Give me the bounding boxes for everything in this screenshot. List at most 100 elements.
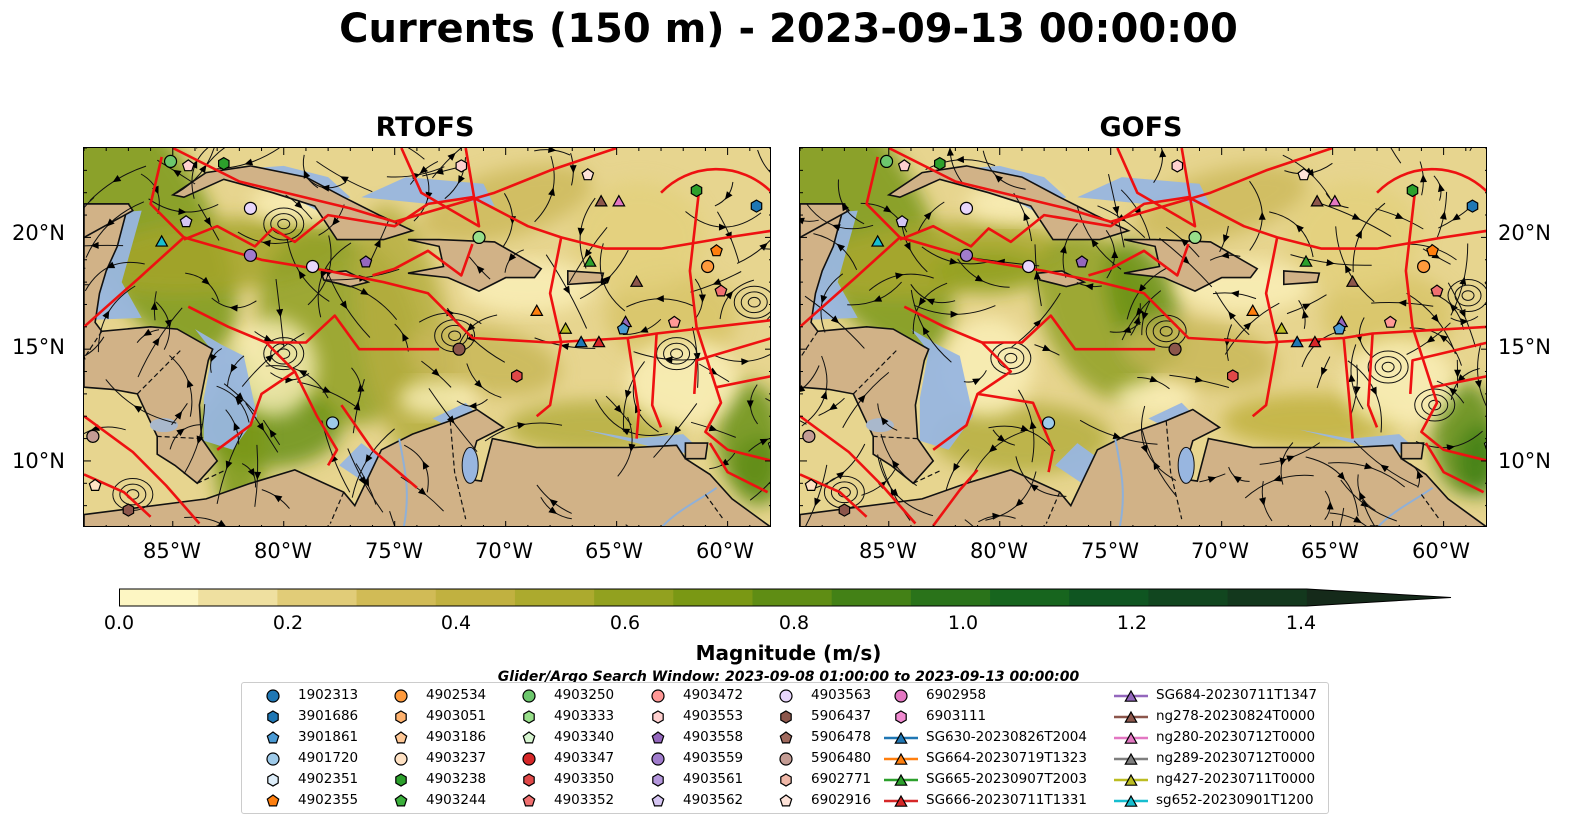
streamline-arrow xyxy=(1439,334,1448,343)
streamline-arrow xyxy=(880,416,889,426)
legend-symbol xyxy=(523,773,535,787)
streamline-arrow xyxy=(362,478,370,487)
streamline xyxy=(964,519,974,526)
eez-boundary xyxy=(183,236,770,344)
streamline-arrow xyxy=(1370,386,1377,396)
streamline-arrow xyxy=(1228,311,1236,320)
legend-label: 5906478 xyxy=(811,729,872,745)
streamline-arrow xyxy=(374,239,381,248)
legend-symbol xyxy=(522,794,536,807)
argo-float-marker xyxy=(1406,183,1419,198)
legend-label: 4903238 xyxy=(426,771,487,787)
streamline-arrow xyxy=(1355,229,1362,239)
eddie-streamline xyxy=(1367,350,1409,384)
glider-marker xyxy=(154,234,169,247)
streamline-arrow xyxy=(562,285,570,295)
legend-label: 5906480 xyxy=(811,750,872,766)
streamline-arrow xyxy=(235,392,244,401)
streamline-arrow xyxy=(994,174,1004,183)
legend-symbol xyxy=(266,752,280,766)
legend-symbol xyxy=(394,689,408,703)
legend-marker-icon xyxy=(394,689,408,703)
argo-float-marker xyxy=(359,255,373,268)
streamline-arrow xyxy=(1394,212,1404,219)
lat-label-right-20: 20°N xyxy=(1498,221,1551,245)
legend-label: 4903562 xyxy=(683,792,744,808)
streamline-arrow xyxy=(926,298,935,306)
streamline-arrow xyxy=(476,265,485,274)
argo-float-marker xyxy=(838,503,851,517)
streamline-arrow xyxy=(1141,311,1149,321)
legend-label: ng289-20230712T0000 xyxy=(1156,750,1316,766)
eddie-streamline xyxy=(448,330,462,342)
land-yucatan_tip xyxy=(84,203,134,239)
streamline-arrow xyxy=(1140,444,1148,454)
streamline-arrow xyxy=(431,368,440,377)
streamline-arrow xyxy=(955,155,965,163)
legend-marker-icon xyxy=(522,689,536,703)
figure-title: Currents (150 m) - 2023-09-13 00:00:00 xyxy=(339,6,1238,52)
streamline-arrow xyxy=(1353,515,1362,523)
streamline-arrow xyxy=(1380,464,1389,473)
streamline-arrow xyxy=(1015,498,1024,507)
country-border xyxy=(800,330,819,359)
land-centralamerica xyxy=(800,203,935,485)
glider-marker xyxy=(1246,303,1260,316)
streamline-arrow xyxy=(1426,335,1436,343)
streamline-arrow xyxy=(247,468,255,477)
streamline xyxy=(1469,148,1472,152)
streamline-arrow xyxy=(517,422,526,429)
streamline-arrow xyxy=(106,261,116,269)
streamline-arrow xyxy=(1348,373,1356,383)
colorbar-tick-0: 0.0 xyxy=(103,612,135,634)
legend-label: 4903561 xyxy=(683,771,744,787)
streamline-arrow xyxy=(1457,374,1466,383)
streamline-arrow xyxy=(873,295,883,302)
streamline-arrow xyxy=(102,310,110,320)
argo-float-marker xyxy=(1168,342,1182,356)
legend-label: 4903186 xyxy=(426,729,487,745)
river xyxy=(1114,438,1124,526)
glider-marker xyxy=(1310,194,1324,207)
legend-label: 4903051 xyxy=(426,708,487,724)
legend-marker-icon xyxy=(267,710,279,724)
eez-boundary xyxy=(1424,442,1485,494)
argo-float-marker xyxy=(511,369,523,383)
streamline-arrow xyxy=(1326,259,1335,267)
streamline-arrow xyxy=(814,497,821,507)
streamline-arrow xyxy=(857,394,866,404)
legend-marker-icon xyxy=(651,794,665,807)
streamline-arrow xyxy=(210,353,217,363)
argo-float-marker xyxy=(86,429,100,443)
legend-symbol xyxy=(523,710,535,724)
eddie-streamline xyxy=(1381,361,1395,373)
panel-title-gofs: GOFS xyxy=(1099,112,1183,143)
eez-boundary xyxy=(535,237,563,418)
legend-label: 4903244 xyxy=(426,792,487,808)
streamline-arrow xyxy=(1207,476,1217,483)
streamline-arrow xyxy=(830,315,840,324)
legend-symbol xyxy=(651,731,665,744)
colorbar-segment xyxy=(198,589,278,606)
lon-label-gofs-75: 75°W xyxy=(1081,539,1139,563)
streamline-arrow xyxy=(1159,149,1167,158)
legend-marker-icon xyxy=(884,731,918,744)
streamline-arrow xyxy=(569,165,577,174)
streamline-arrow xyxy=(112,175,122,183)
legend-symbol xyxy=(779,689,793,703)
streamline-arrow xyxy=(759,438,769,446)
streamline-arrow xyxy=(298,270,306,280)
eez-boundary xyxy=(1409,341,1486,394)
streamline-arrow xyxy=(831,224,841,231)
argo-float-marker xyxy=(179,215,193,228)
legend-label: 6902771 xyxy=(811,771,872,787)
streamline-arrow xyxy=(974,274,984,282)
map-gofs[interactable] xyxy=(799,147,1487,527)
streamline-arrow xyxy=(298,370,308,377)
map-rtofs[interactable] xyxy=(83,147,771,527)
lat-label-left-15: 15°N xyxy=(12,335,65,359)
streamline xyxy=(757,149,770,173)
streamline-arrow xyxy=(1452,213,1461,221)
streamline-arrow xyxy=(186,379,194,388)
streamline-arrow xyxy=(1259,497,1266,506)
